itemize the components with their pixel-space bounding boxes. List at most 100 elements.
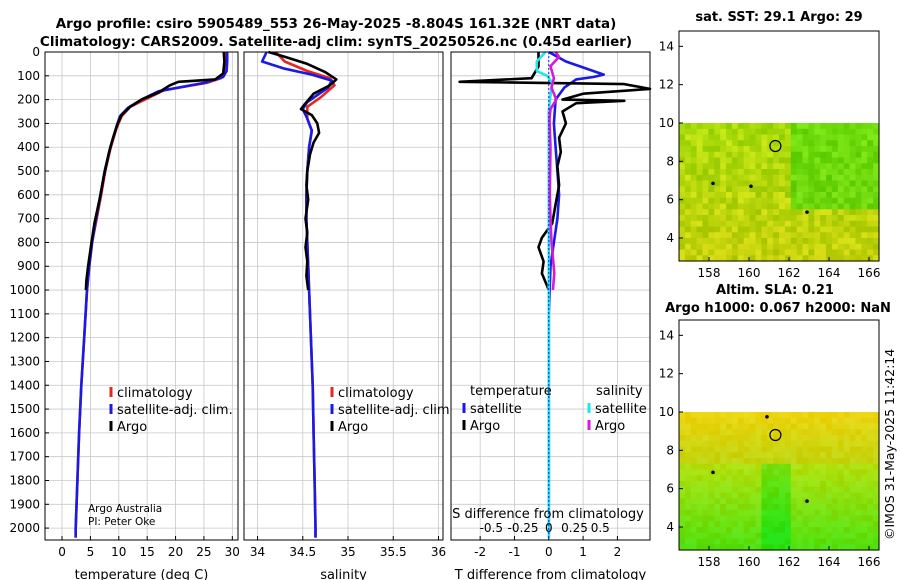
sla_map-cell [755, 412, 762, 419]
sst_map-cell [743, 197, 751, 205]
salinity-legend-item-label: satellite-adj. clim. [338, 403, 454, 418]
sst_map-cell [855, 140, 862, 147]
sst_map-cell [737, 215, 745, 222]
sst_map-cell [708, 163, 715, 170]
sst_map-cell [826, 203, 833, 210]
sla_map-cell [855, 532, 862, 540]
sla_map-cell [837, 481, 845, 488]
sst_map-cell [867, 157, 874, 164]
sla_map-cell [767, 481, 774, 488]
sst_map-cell [802, 255, 809, 262]
sla_map-cell [696, 475, 704, 482]
sla_map-cell [755, 458, 762, 465]
sst_map-cell [820, 243, 827, 251]
sla_map-cell [784, 423, 792, 430]
sst_map-cell [779, 209, 786, 216]
sst_map-cell [761, 192, 768, 199]
sst_map-cell [867, 249, 874, 256]
sla_map-cell [779, 521, 786, 528]
sst_map-cell [814, 163, 821, 170]
sla_map-cell [731, 509, 739, 517]
sla_map-cell [867, 446, 874, 453]
sst_map-cell [749, 128, 757, 136]
sst_map-cell [690, 134, 698, 141]
sst_map-cell [761, 163, 768, 170]
sst_map-cell [790, 226, 798, 233]
difference-series-t-argo [458, 52, 652, 291]
sst_map-cell [808, 215, 815, 222]
sla_map-cell [814, 440, 821, 448]
sla_map-cell [702, 412, 709, 419]
sla_map-cell [831, 412, 839, 419]
sla_map-cell [737, 504, 745, 511]
sst_map-cell [831, 180, 839, 187]
sst_map-cell [773, 140, 780, 147]
x-tick-label: 34.5 [289, 545, 316, 559]
sst_map-cell [743, 151, 751, 159]
sla_map-cell [679, 463, 686, 471]
sla_map-cell [802, 435, 809, 442]
sst_map-cell [837, 140, 845, 147]
sla_map-cell [796, 417, 804, 425]
sst_map-cell [731, 157, 739, 164]
sla_map-cell [784, 435, 792, 442]
sst_map-cell [696, 123, 704, 130]
sst_map-cell [796, 169, 804, 176]
sla_map-cell [820, 509, 827, 517]
sla_map-cell [826, 492, 833, 499]
sst_map-cell [731, 220, 739, 228]
sst_map-cell [837, 169, 845, 176]
sst_map-cell [843, 255, 851, 262]
sst_map-cell [708, 209, 715, 216]
temperature-series-argo [84, 51, 226, 291]
sla_map-cell [873, 429, 880, 436]
sla_map-cell [855, 435, 862, 442]
sst_map-cell [690, 232, 698, 239]
sla_map-cell [855, 492, 862, 499]
sla_map-cell [784, 475, 792, 482]
sla_map-cell [873, 521, 880, 528]
map-x-tick-label: 166 [858, 555, 881, 569]
sla_map-cell [861, 475, 868, 482]
sst_map-cell [755, 203, 762, 210]
salinity-axes-frame [243, 51, 444, 541]
sst_map-cell [808, 238, 815, 245]
sst_map-cell [720, 203, 727, 210]
map-y-tick-label: 6 [666, 482, 674, 496]
sst_map-cell [761, 123, 768, 130]
sst_map-cell [843, 174, 851, 182]
sst_map-cell [755, 151, 762, 159]
sla_map-cell [855, 458, 862, 465]
sst_map-cell [802, 140, 809, 147]
sla_map-cell [802, 452, 809, 459]
sla_map-cell [708, 527, 715, 534]
sla_map-cell [679, 446, 686, 453]
sla_map-cell [814, 492, 821, 499]
sst_map-cell [867, 243, 874, 251]
sst_map-cell [779, 243, 786, 251]
sla_map-cell [702, 515, 709, 522]
sla_map-cell [743, 481, 751, 488]
sla_map-cell [702, 538, 709, 545]
sst_map-cell [761, 203, 768, 210]
sla_map-cell [731, 521, 739, 528]
y-tick-label: 900 [17, 259, 40, 273]
sla_map-cell [708, 417, 715, 425]
sla_map-cell [796, 532, 804, 540]
sst_map-cell [784, 203, 792, 210]
sla_map-cell [755, 475, 762, 482]
sst_map-cell [796, 146, 804, 153]
sla_map-cell [837, 446, 845, 453]
sst_map-cell [831, 215, 839, 222]
sla_map-cell [837, 498, 845, 505]
y-tick-label: 300 [17, 116, 40, 130]
sst_map-cell [731, 192, 739, 199]
sla_map-cell [737, 417, 745, 425]
sla_map-cell [720, 527, 727, 534]
sst_map-cell [837, 174, 845, 182]
x-tick-label: 0 [545, 545, 553, 559]
sla_map-cell [708, 521, 715, 528]
sst_map-cell [720, 197, 727, 205]
salinity-diff-tick-label: -0.5 [480, 521, 503, 535]
sla_map-cell [755, 446, 762, 453]
